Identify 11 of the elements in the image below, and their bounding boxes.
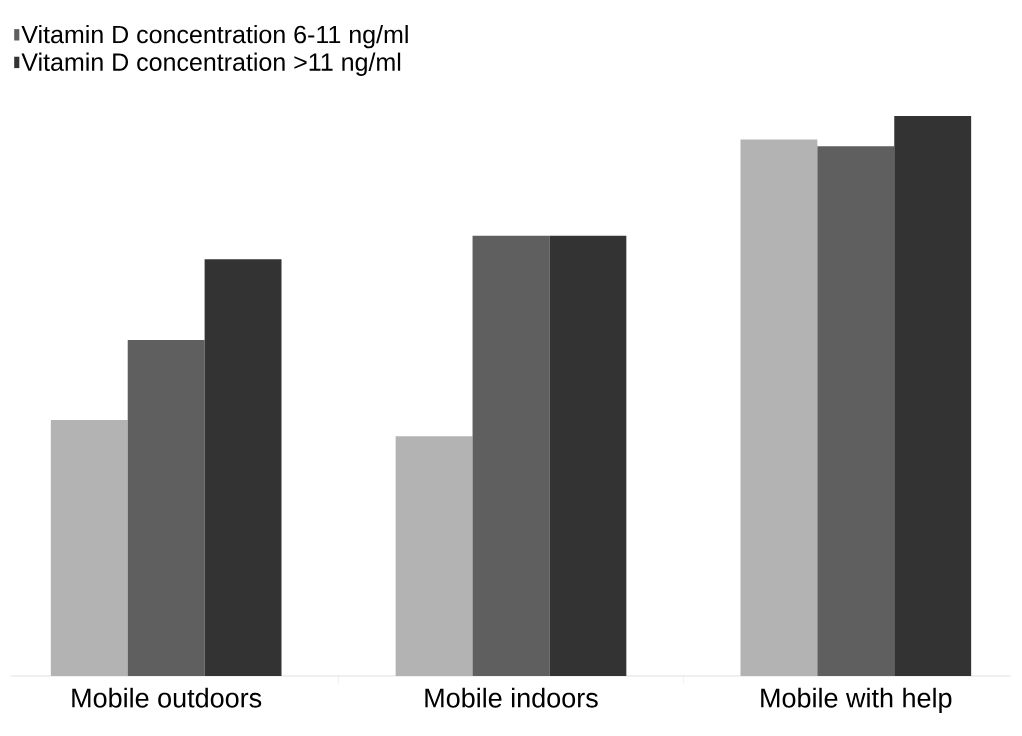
x-tick-label: Mobile with help: [761, 687, 952, 713]
bar: [894, 115, 972, 676]
legend-label: Vitamin D concentration 6-11 ng/ml: [21, 24, 408, 49]
bar: [549, 235, 627, 676]
legend-label: Vitamin D concentration >11 ng/ml: [21, 52, 401, 76]
bar: [204, 259, 282, 676]
x-tick-label: Mobile outdoors: [72, 687, 262, 708]
bar: [127, 340, 205, 676]
x-tick-label: Mobile indoors: [425, 687, 598, 708]
bar: [817, 146, 895, 676]
bar: [472, 235, 550, 676]
